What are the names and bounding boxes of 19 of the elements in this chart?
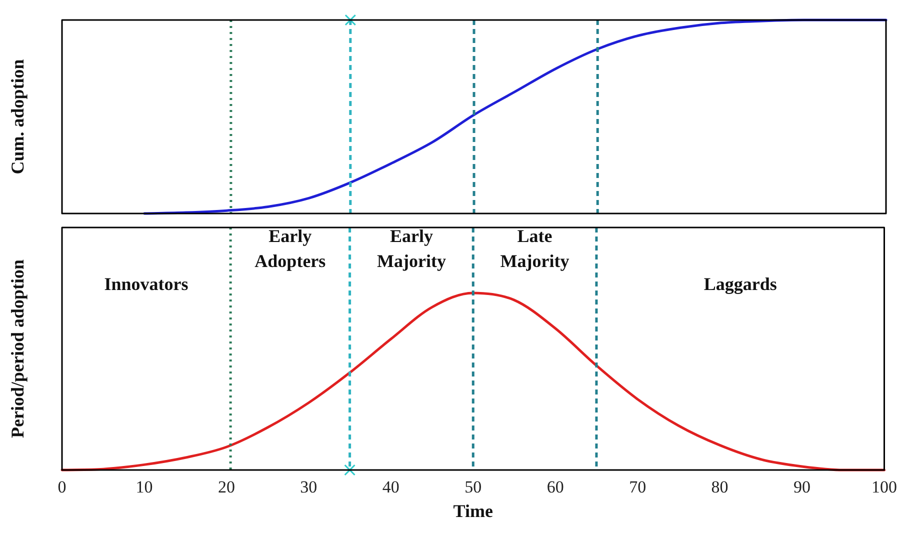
x-tick-label: 0 — [58, 478, 66, 497]
x-tick-label: 50 — [464, 478, 482, 497]
x-tick-label: 60 — [546, 478, 564, 497]
annotation: Laggards — [704, 274, 777, 294]
x-tick-label: 100 — [872, 478, 897, 497]
text: Early Majority — [376, 226, 446, 272]
x-tick-label: 70 — [629, 478, 646, 497]
text: Late Majority — [500, 226, 570, 272]
text: Early Adopters — [254, 226, 326, 272]
x-tick-label: 90 — [794, 478, 811, 497]
y-axis-title: Cum. adoption — [7, 59, 28, 174]
y-axis-title: Period/period adoption — [7, 259, 28, 438]
x-tick-label: 20 — [218, 478, 235, 497]
x-tick-label: 10 — [136, 478, 153, 497]
x-tick-label: 80 — [711, 478, 728, 497]
annotation: Innovators — [104, 274, 188, 294]
x-axis-title: Time — [453, 500, 493, 521]
x-tick-label: 40 — [382, 478, 400, 497]
x-tick-label: 30 — [300, 478, 318, 497]
